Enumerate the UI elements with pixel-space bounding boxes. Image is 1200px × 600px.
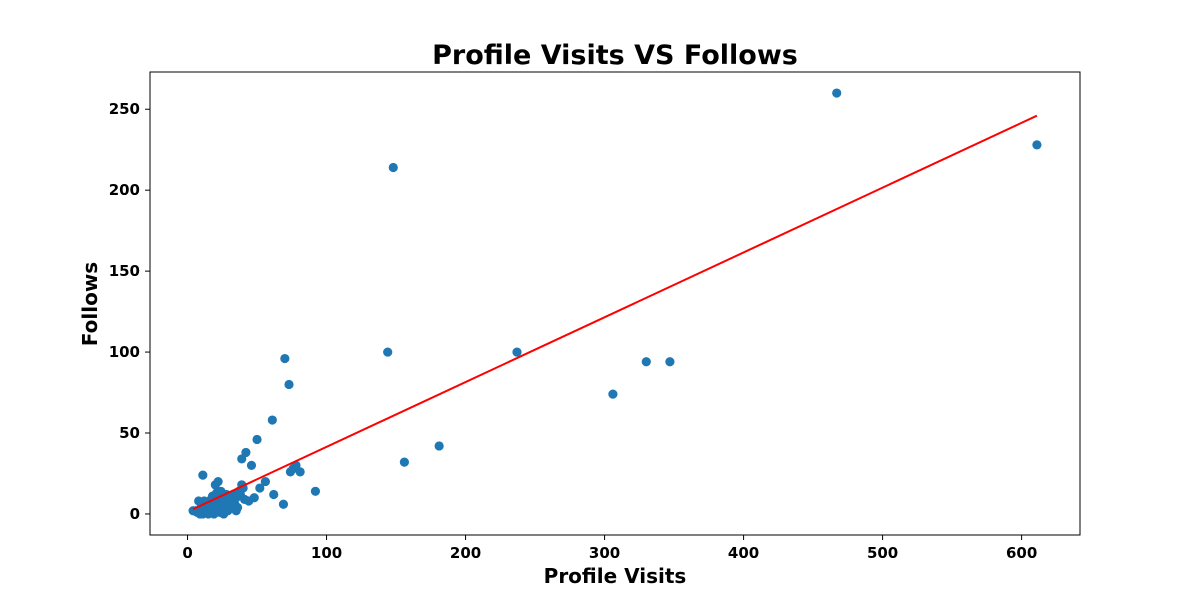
- y-tick-label: 100: [109, 343, 140, 361]
- data-point: [280, 353, 290, 364]
- data-point: [665, 357, 675, 367]
- data-point: [241, 447, 251, 458]
- y-tick-label: 200: [109, 181, 140, 199]
- data-point: [512, 347, 522, 357]
- y-tick-label: 150: [109, 262, 140, 280]
- data-point: [1032, 140, 1042, 150]
- data-point: [255, 483, 265, 493]
- plot-frame: [149, 71, 1081, 536]
- data-point: [232, 502, 243, 513]
- y-axis-label: Follows: [78, 262, 102, 346]
- x-tick-label: 300: [589, 544, 620, 562]
- data-point: [641, 357, 651, 367]
- data-point: [608, 389, 618, 399]
- x-tick-label: 200: [450, 544, 481, 562]
- data-point: [278, 499, 289, 509]
- x-tick-label: 100: [311, 544, 342, 562]
- data-point: [267, 415, 277, 425]
- data-point: [246, 460, 257, 470]
- data-point: [399, 457, 409, 467]
- y-tick-label: 250: [109, 100, 140, 118]
- y-tick-label: 50: [119, 424, 140, 442]
- data-point: [260, 476, 270, 487]
- data-point: [213, 476, 223, 487]
- data-point: [269, 489, 279, 500]
- x-tick-label: 0: [182, 544, 192, 562]
- data-point: [284, 379, 294, 390]
- data-point: [249, 493, 259, 503]
- regression-line: [192, 114, 1038, 511]
- y-tick-label: 0: [130, 505, 140, 523]
- data-point: [388, 162, 398, 173]
- data-point: [198, 470, 208, 480]
- plot-layer: [188, 88, 1042, 519]
- data-point: [310, 486, 321, 496]
- data-point: [832, 88, 842, 98]
- x-tick-label: 400: [728, 544, 759, 562]
- x-axis-label: Profile Visits: [544, 564, 687, 588]
- data-point: [383, 347, 393, 357]
- data-point: [252, 434, 262, 445]
- ticks-layer: 0 100 200 300 400 500 600 0 50 100 150 200 250: [109, 100, 1038, 562]
- x-tick-label: 500: [867, 544, 898, 562]
- chart-title: Profile Visits VS Follows: [432, 40, 798, 71]
- x-tick-label: 600: [1006, 544, 1037, 562]
- data-point: [434, 441, 444, 451]
- data-point: [295, 467, 305, 477]
